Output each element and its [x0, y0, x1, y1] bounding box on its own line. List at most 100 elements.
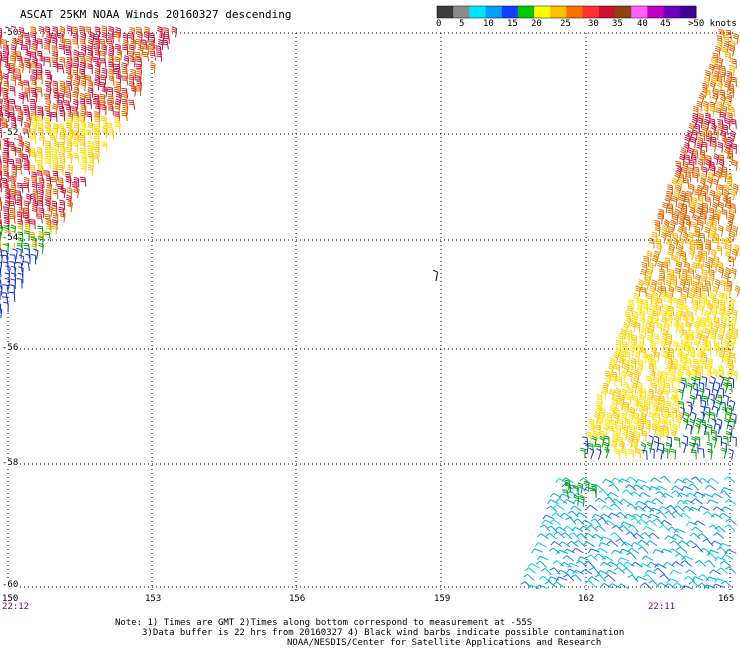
wind-barb — [721, 315, 727, 327]
wind-barb — [72, 130, 80, 140]
wind-barb — [693, 520, 706, 526]
scale-label: 45 — [660, 19, 671, 29]
wind-barb — [621, 346, 628, 358]
wind-barb — [651, 255, 659, 268]
wind-barb — [705, 220, 713, 232]
wind-barb — [85, 75, 92, 86]
wind-barb — [586, 524, 598, 532]
wind-barb — [32, 188, 39, 200]
wind-barb — [115, 121, 121, 133]
wind-barb — [645, 422, 652, 435]
wind-barb — [29, 98, 37, 109]
wind-barb — [694, 436, 701, 447]
wind-barb — [65, 92, 71, 103]
wind-barb — [724, 549, 737, 555]
wind-barb — [692, 105, 699, 117]
wind-barb — [66, 194, 72, 206]
wind-barb — [676, 260, 683, 273]
wind-barb — [681, 203, 687, 214]
wind-barb — [655, 304, 662, 316]
wind-barb — [10, 55, 16, 67]
wind-barb — [618, 478, 631, 483]
wind-barb — [0, 267, 2, 278]
wind-barb — [618, 524, 631, 533]
wind-barb — [634, 575, 647, 581]
wind-barb — [665, 419, 672, 430]
wind-barb — [725, 29, 732, 40]
wind-barb — [555, 498, 568, 505]
wind-barb — [725, 51, 731, 63]
wind-barb — [646, 356, 653, 369]
wind-barb — [674, 478, 687, 484]
wind-barb — [718, 512, 731, 519]
wind-barb — [65, 68, 72, 79]
wind-barb — [630, 517, 642, 525]
scale-label: 25 — [560, 19, 571, 29]
wind-barb — [547, 499, 559, 505]
wind-barb — [130, 38, 136, 50]
wind-barb — [729, 188, 737, 201]
wind-barb — [697, 219, 704, 231]
wind-barb — [73, 116, 79, 127]
wind-barb — [59, 26, 66, 38]
wind-barb — [652, 310, 659, 322]
wind-barb — [700, 172, 707, 185]
wind-barb — [712, 52, 718, 64]
wind-barb — [692, 172, 699, 183]
wind-barb — [549, 519, 562, 526]
wind-barb — [713, 153, 720, 165]
wind-barb — [583, 541, 595, 548]
wind-barb — [695, 332, 702, 345]
wind-barb — [610, 375, 617, 387]
wind-barb — [0, 166, 2, 177]
wind-barb — [697, 158, 704, 171]
wind-barb — [115, 27, 121, 38]
wind-barb — [713, 405, 719, 417]
wind-barb — [121, 98, 129, 109]
wind-barb — [684, 214, 690, 226]
wind-barb — [715, 189, 722, 202]
wind-barb — [644, 274, 651, 286]
wind-barb — [729, 106, 735, 117]
wind-barb — [72, 39, 80, 49]
wind-barb — [664, 535, 677, 541]
wind-barb — [114, 63, 121, 74]
wind-barb — [614, 448, 621, 459]
wind-barb — [721, 209, 728, 220]
wind-barb — [87, 49, 94, 61]
wind-barb — [625, 531, 637, 540]
wind-barb — [30, 26, 37, 37]
wind-barb — [544, 580, 556, 588]
wind-barb — [18, 254, 25, 266]
wind-barb — [16, 243, 24, 254]
wind-barb — [64, 86, 72, 97]
wind-barb — [646, 293, 653, 305]
wind-barb — [577, 556, 590, 562]
wind-barb — [599, 407, 606, 418]
wind-barb — [101, 32, 108, 43]
lon-label-150: 150 — [2, 594, 19, 604]
wind-barb — [67, 152, 73, 164]
wind-barb — [65, 122, 72, 133]
wind-barb — [73, 110, 79, 121]
wind-barb — [651, 404, 659, 417]
wind-barb — [2, 157, 9, 169]
wind-barb — [660, 285, 667, 297]
wind-barb — [108, 75, 115, 86]
wind-barb — [1, 284, 9, 295]
wind-barb — [94, 103, 101, 115]
wind-barb — [608, 483, 620, 492]
wind-barb — [72, 98, 79, 110]
wind-barb — [52, 61, 59, 73]
wind-barb — [712, 532, 725, 539]
wind-barb — [661, 370, 668, 383]
wind-barb — [44, 231, 52, 242]
wind-barb — [626, 476, 638, 483]
wind-barb — [23, 122, 31, 133]
wind-barb — [24, 217, 31, 229]
wind-barb — [705, 345, 712, 357]
wind-barb — [9, 254, 17, 265]
wind-barb — [710, 75, 717, 87]
wind-barb — [37, 200, 44, 211]
wind-barb — [714, 45, 721, 57]
